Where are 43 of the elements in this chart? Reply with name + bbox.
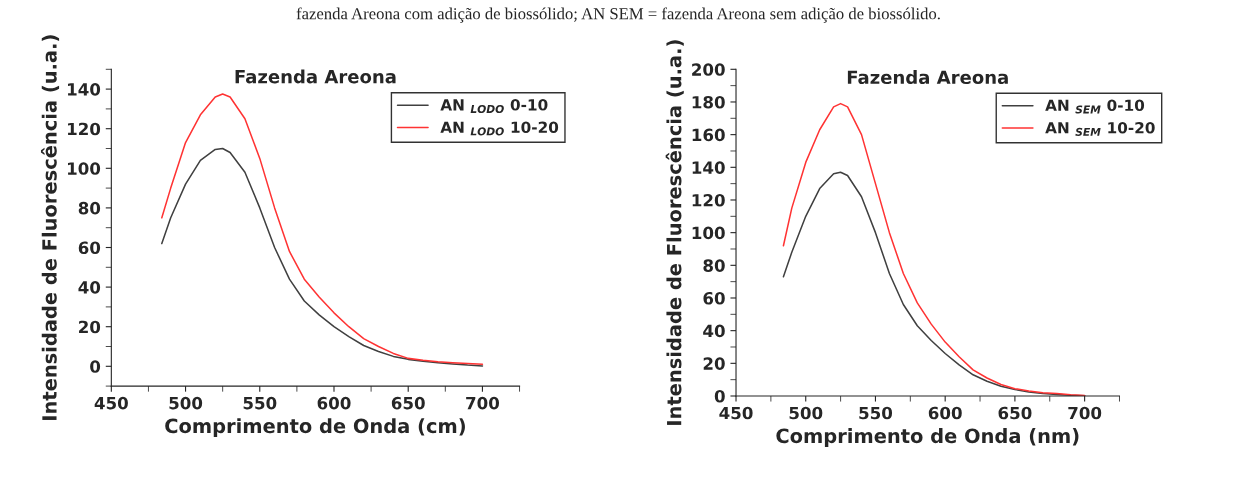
chart-title: Fazenda Areona	[847, 70, 1008, 85]
y-tick-label: 0	[90, 360, 101, 373]
legend-label: AN $_{LODO}$ 0-10	[440, 99, 548, 114]
y-tick-label: 140	[692, 161, 725, 174]
y-axis-title: Intensidade de Fluorescência (u.a.)	[40, 35, 60, 420]
x-tick-label: 550	[859, 406, 893, 420]
x-tick-label: 500	[169, 396, 203, 410]
x-tick-label: 550	[243, 396, 277, 410]
legend-label: AN $_{LODO}$ 10-20	[440, 121, 559, 136]
text: fazenda Areona com adição de biossólido; AN SEM = fazenda Areona sem adição de biossólido.	[296, 7, 940, 23]
chart-title: Fazenda Areona	[235, 69, 396, 84]
y-axis-title: Intensidade de Fluorescência (u.a.)	[665, 40, 684, 425]
line-series	[161, 147, 484, 367]
legend-label: AN $_{SEM}$ 10-20	[1045, 121, 1155, 136]
y-tick-label: 0	[714, 389, 725, 403]
y-tick-label: 40	[703, 324, 725, 338]
y-tick-label: 80	[703, 259, 725, 272]
y-tick-label: 100	[692, 226, 725, 240]
y-tick-label: 20	[703, 357, 725, 370]
y-tick-label: 60	[703, 291, 725, 305]
y-tick-label: 100	[68, 162, 101, 175]
x-tick-label: 450	[719, 406, 753, 420]
x-tick-label: 600	[928, 406, 962, 420]
x-tick-label: 450	[94, 396, 128, 410]
y-tick-label: 60	[78, 241, 101, 255]
x-axis-title: Comprimento de Onda (nm)	[776, 428, 1079, 447]
y-tick-label: 200	[692, 63, 725, 76]
x-tick-label: 700	[1068, 406, 1102, 420]
x-tick-label: 650	[998, 406, 1032, 420]
x-tick-label: 650	[391, 396, 425, 410]
x-tick-label: 700	[466, 396, 500, 410]
y-tick-label: 20	[79, 320, 101, 334]
y-tick-label: 140	[68, 83, 101, 96]
y-tick-label: 120	[68, 122, 101, 136]
x-axis-title: Comprimento de Onda (cm)	[165, 418, 465, 438]
y-tick-label: 40	[78, 281, 101, 294]
x-tick-label: 500	[789, 406, 823, 420]
x-tick-label: 600	[317, 396, 351, 410]
y-tick-label: 180	[692, 95, 725, 109]
y-tick-label: 160	[692, 128, 725, 142]
legend-label: AN $_{SEM}$ 0-10	[1045, 99, 1145, 114]
y-tick-label: 120	[692, 193, 725, 207]
y-tick-label: 80	[78, 201, 101, 215]
